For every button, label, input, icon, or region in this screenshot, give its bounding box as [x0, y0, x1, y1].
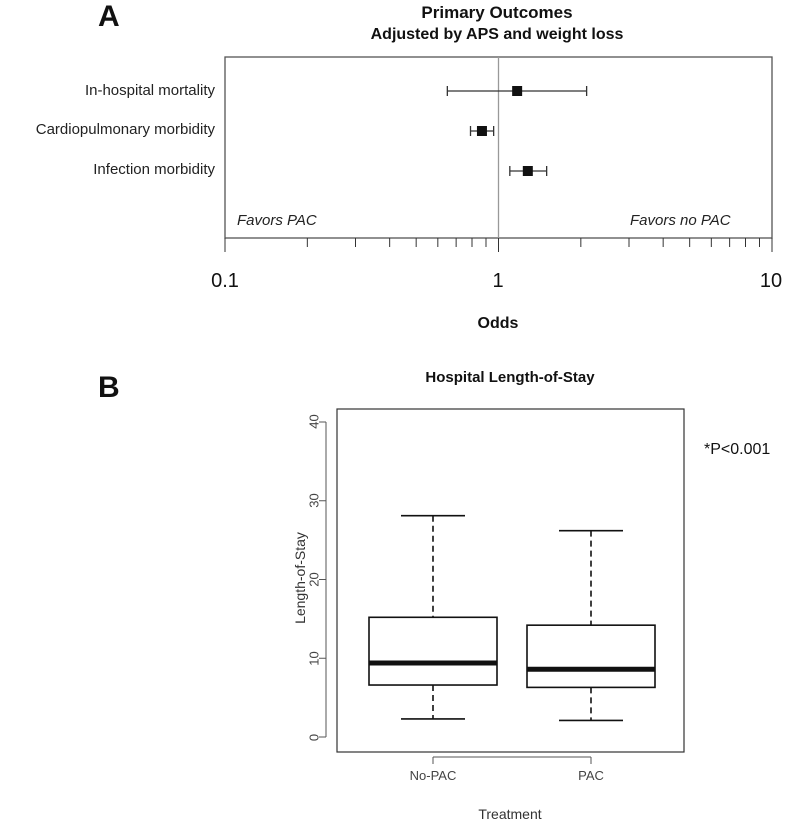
boxplot-x-tick-label: No-PAC [409, 768, 457, 783]
boxplot-x-tick-label: PAC [578, 768, 604, 783]
boxplot-title: Hospital Length-of-Stay [425, 369, 595, 386]
panel-b-letter: B [98, 371, 120, 404]
iqr-box [526, 624, 656, 689]
forest-x-tick-label: 0.1 [211, 270, 239, 292]
iqr-box [368, 616, 498, 686]
favors-pac-label: Favors PAC [237, 212, 317, 229]
forest-x-tick-label: 1 [492, 270, 504, 292]
forest-x-tick-label: 10 [759, 270, 783, 292]
boxplot-x-axis-label: Treatment [478, 806, 542, 822]
p-value-annotation: *P<0.001 [704, 441, 771, 458]
forest-x-axis-label: Odds [477, 315, 519, 332]
point-estimate [522, 166, 533, 176]
point-estimate [512, 86, 523, 96]
forest-title: Primary Outcomes [421, 3, 573, 22]
forest-row-label: In-hospital mortality [84, 82, 215, 99]
forest-row-label: Cardiopulmonary morbidity [35, 121, 215, 138]
favors-no-pac-label: Favors no PAC [630, 212, 731, 229]
boxplot-frame [336, 408, 685, 753]
forest-subtitle: Adjusted by APS and weight loss [370, 26, 624, 43]
point-estimate [476, 126, 487, 136]
forest-row-label: Infection morbidity [93, 161, 215, 178]
panel-a-letter: A [98, 0, 120, 33]
